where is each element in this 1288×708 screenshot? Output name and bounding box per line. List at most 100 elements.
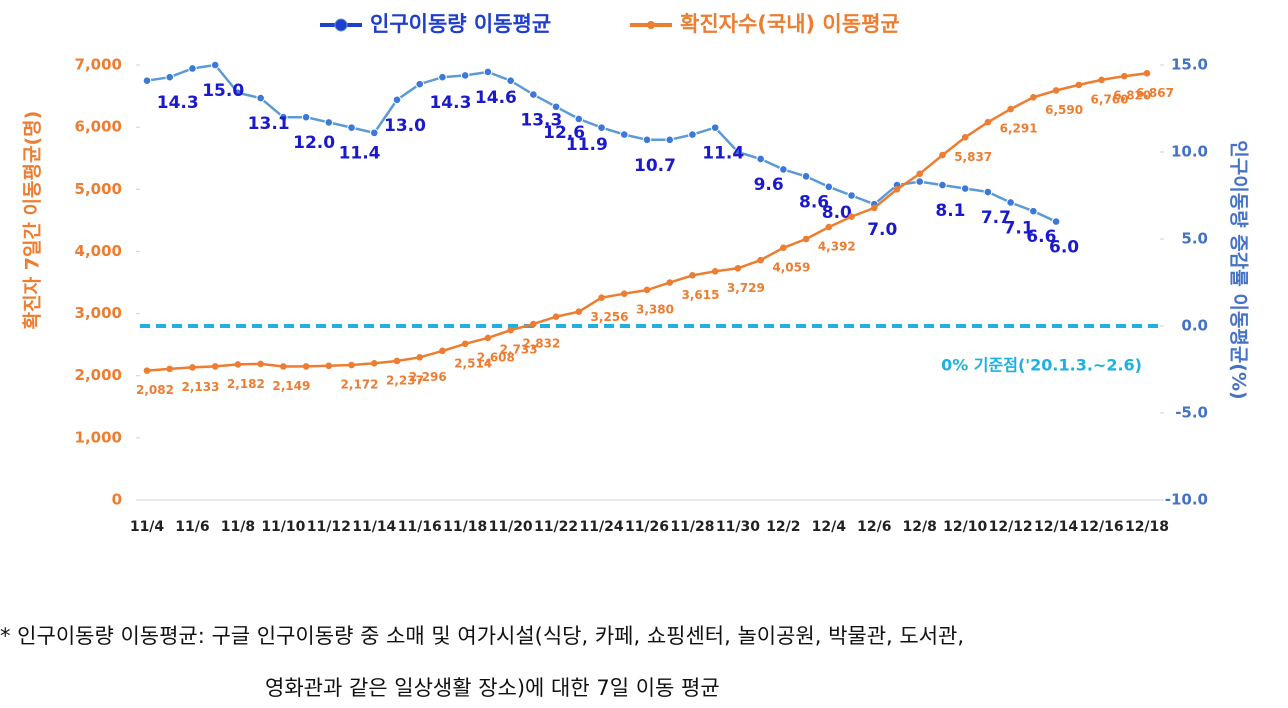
point [188, 64, 197, 73]
point [938, 180, 947, 190]
point [530, 320, 537, 328]
point [665, 135, 675, 145]
point [1029, 206, 1038, 216]
data-label: 2,182 [227, 377, 265, 391]
point [416, 354, 424, 361]
point [1075, 81, 1083, 89]
y2-tick-label: -5.0 [1175, 404, 1208, 422]
point [779, 165, 788, 174]
legend-label: 확진자수(국내) 이동평균 [680, 12, 900, 36]
y-tick-label: 4,000 [75, 242, 122, 260]
x-tick-label: 11/30 [716, 519, 760, 535]
point [1052, 87, 1060, 94]
x-tick-label: 12/4 [812, 519, 847, 535]
data-label: 3,380 [636, 302, 674, 316]
point [370, 359, 378, 367]
data-label: 6.6 [1026, 227, 1056, 247]
point [620, 290, 628, 297]
x-tick-label: 12/12 [989, 519, 1033, 535]
y2-tick-label: 15.0 [1171, 56, 1208, 74]
point [939, 151, 946, 159]
point [733, 147, 743, 157]
point [348, 361, 355, 369]
point [325, 362, 333, 370]
point [210, 60, 220, 70]
data-label: 2,733 [500, 343, 538, 357]
point [666, 279, 674, 286]
data-label: 4,392 [818, 240, 856, 254]
point [574, 114, 584, 124]
chart: 11/4 11/6 11/8 11/10 11/12 11/14 11/16 11/18 11/… [21, 12, 1250, 535]
y-tick-label: 0 [112, 491, 122, 509]
point [347, 123, 356, 132]
data-label: 3,729 [727, 281, 765, 295]
point [302, 363, 310, 370]
point [1143, 69, 1151, 77]
x-tick-label: 11/28 [670, 519, 714, 535]
x-tick-label: 12/8 [903, 519, 937, 535]
x-tick-label: 11/10 [261, 519, 305, 535]
data-label: 2,082 [136, 383, 174, 397]
point [848, 213, 855, 220]
data-label: 14.3 [157, 93, 199, 113]
data-label: 14.3 [429, 93, 471, 113]
x-tick-label: 12/18 [1125, 519, 1169, 535]
point [392, 95, 402, 105]
y-tick-label: 7,000 [75, 56, 122, 74]
point [438, 72, 447, 82]
data-label: 6,760 [1091, 92, 1129, 106]
point [143, 367, 151, 374]
data-label: 8.0 [822, 203, 852, 223]
point [484, 334, 492, 342]
data-label: 2,237 [386, 373, 424, 387]
data-label: 2,832 [522, 337, 560, 351]
point [439, 347, 446, 355]
data-label: 7.1 [1004, 218, 1034, 238]
y2-axis-title: 인구이동량 증감률 이동평균(%) [1228, 140, 1250, 399]
data-label: 4,059 [772, 260, 810, 274]
y2-tick-label: -10.0 [1165, 491, 1208, 509]
data-label: 2,608 [477, 350, 515, 364]
point [1120, 72, 1128, 80]
footnote: 영화관과 같은 일상생활 장소)에 대한 7일 이동 평균 [265, 676, 720, 700]
point [166, 365, 174, 373]
point [211, 363, 219, 370]
legend-marker [647, 21, 655, 29]
point [983, 187, 993, 197]
data-label: 6,291 [1000, 122, 1038, 136]
point [189, 364, 196, 371]
point [551, 102, 561, 112]
point [1051, 217, 1061, 226]
data-label: 13.1 [248, 114, 290, 134]
data-label: 8.6 [799, 192, 829, 212]
legend-label: 인구이동량 이동평균 [370, 12, 551, 36]
point [825, 223, 833, 231]
data-label: 3,615 [681, 288, 719, 302]
point [915, 177, 925, 186]
data-label: 2,172 [341, 378, 379, 392]
point [734, 264, 742, 272]
data-label: 2,296 [409, 370, 447, 384]
point [643, 286, 651, 294]
data-label: 5,837 [954, 150, 992, 164]
y-tick-label: 5,000 [75, 180, 122, 198]
data-label: 12.6 [543, 123, 585, 143]
x-tick-label: 11/14 [352, 519, 396, 535]
point [802, 235, 810, 243]
x-tick-label: 11/4 [130, 519, 165, 535]
x-tick-label: 11/26 [625, 519, 669, 535]
data-label: 11.9 [566, 135, 608, 155]
point [165, 72, 175, 82]
x-tick-label: 11/18 [443, 519, 487, 535]
x-tick-label: 12/2 [766, 519, 800, 535]
data-label: 7.7 [981, 208, 1011, 228]
x-tick-label: 12/16 [1080, 519, 1124, 535]
point [529, 90, 538, 99]
point [984, 118, 992, 126]
point [597, 123, 606, 132]
point [870, 204, 878, 212]
data-label: 3,256 [591, 310, 629, 324]
x-tick-label: 11/8 [221, 519, 255, 535]
y2-tick-label: 5.0 [1181, 230, 1208, 248]
point [1006, 198, 1015, 207]
